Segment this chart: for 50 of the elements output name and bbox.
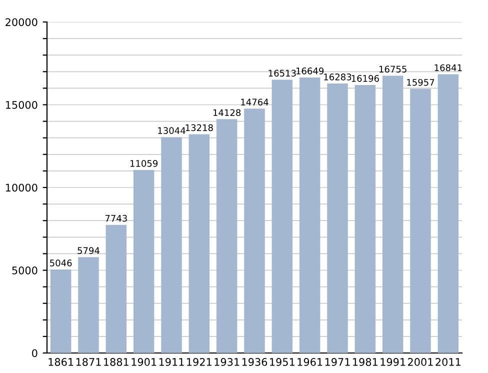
data-label: 11059 [130, 160, 158, 167]
bar [78, 257, 99, 353]
data-label: 16649 [296, 67, 324, 74]
bar [272, 80, 293, 353]
y-tick-label: 15000 [6, 100, 38, 109]
x-tick-label: 2001 [408, 358, 433, 366]
bar [216, 119, 238, 353]
data-label: 5046 [50, 260, 72, 266]
x-tick-label: 2011 [436, 358, 460, 366]
data-label: 13044 [158, 127, 186, 134]
x-tick-label: 1991 [380, 358, 406, 366]
bar [161, 137, 182, 353]
data-label: 16755 [379, 66, 406, 73]
x-tick-label: 1931 [214, 358, 240, 366]
data-label: 16513 [268, 70, 296, 77]
data-label: 13218 [186, 124, 213, 132]
bar [410, 88, 431, 353]
data-label: 7743 [105, 214, 127, 222]
bar [106, 224, 127, 353]
x-tick-label: 1911 [159, 358, 184, 366]
x-tick-label: 1901 [132, 358, 156, 366]
x-tick-label: 1971 [325, 358, 350, 366]
x-tick-label: 1951 [270, 358, 294, 366]
data-label: 16283 [324, 74, 352, 80]
x-tick-label: 1961 [298, 358, 322, 366]
y-tick-label: 20000 [6, 18, 38, 26]
x-tick-label: 1921 [187, 358, 212, 366]
bar [133, 170, 154, 353]
bar [299, 77, 320, 353]
bar [354, 84, 376, 353]
data-label: 14764 [241, 98, 268, 106]
y-tick-label: 0 [32, 349, 38, 358]
x-tick-label: 1861 [48, 358, 74, 366]
data-label: 15957 [407, 78, 434, 86]
data-label: 16196 [352, 74, 379, 82]
y-tick-label: 10000 [6, 184, 38, 192]
data-label: 14128 [213, 109, 241, 116]
x-tick-label: 1871 [76, 358, 101, 366]
bar [382, 76, 404, 353]
bar [188, 134, 210, 353]
bar [327, 84, 348, 353]
bar [244, 108, 265, 353]
y-tick-label: 5000 [12, 266, 38, 274]
x-tick-label: 1936 [242, 358, 268, 366]
data-label: 16841 [434, 64, 462, 72]
data-label: 5794 [78, 247, 100, 254]
bar [50, 269, 72, 353]
x-tick-label: 1881 [104, 358, 128, 366]
bar [438, 74, 459, 353]
x-tick-label: 1981 [353, 358, 378, 366]
